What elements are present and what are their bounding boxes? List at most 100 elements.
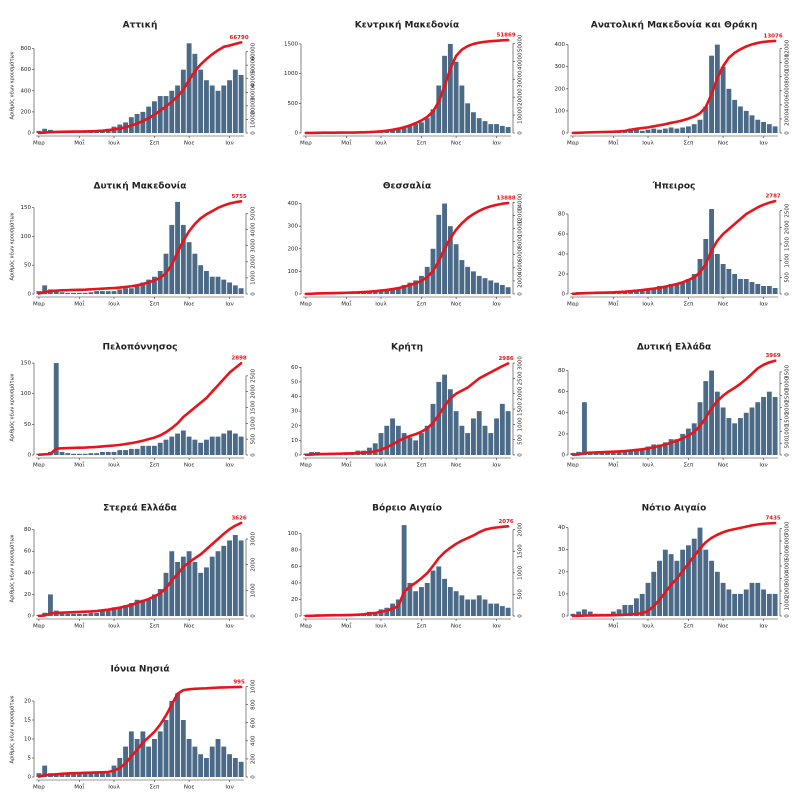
y-tick-label: 100 bbox=[21, 234, 32, 240]
bar bbox=[424, 425, 430, 455]
bar bbox=[134, 285, 140, 294]
bar bbox=[157, 442, 163, 455]
x-tick-label: Μαΐ bbox=[341, 622, 351, 630]
bar bbox=[686, 428, 691, 455]
bar bbox=[65, 453, 71, 455]
bar bbox=[488, 433, 494, 455]
bar bbox=[657, 444, 662, 455]
y2-tick-label: 0 bbox=[785, 292, 791, 296]
bar bbox=[755, 284, 761, 294]
bar bbox=[766, 124, 772, 133]
bar bbox=[605, 452, 610, 455]
y2-tick-label: 30000 bbox=[251, 83, 257, 101]
x-tick-label: Σεπ bbox=[150, 141, 160, 147]
bar bbox=[482, 278, 488, 294]
x-tick-label: Μαρ bbox=[300, 141, 312, 147]
x-tick-label: Νοε bbox=[451, 302, 461, 308]
y-tick-label: 80 bbox=[291, 547, 298, 553]
bar bbox=[482, 599, 488, 616]
bar bbox=[163, 439, 169, 455]
x-tick-label: Ιαν bbox=[225, 302, 233, 308]
bar bbox=[494, 124, 499, 133]
bar bbox=[651, 289, 657, 294]
y2-tick-label: 200 bbox=[251, 753, 257, 764]
bar bbox=[65, 613, 71, 616]
bar bbox=[471, 112, 476, 133]
y-axis-label: Αριθμός νέων κρουσμάτων bbox=[9, 51, 16, 119]
chart-title: Στερεά Ελλάδα bbox=[103, 504, 177, 514]
bar bbox=[378, 433, 384, 455]
bar bbox=[476, 595, 482, 616]
bar bbox=[209, 436, 215, 455]
bar bbox=[215, 436, 221, 455]
bar bbox=[100, 773, 105, 777]
bar bbox=[657, 129, 662, 133]
y2-tick-label: 4000 bbox=[251, 222, 257, 236]
x-tick-label: Μαΐ bbox=[341, 139, 351, 147]
x-tick-label: Ιαν bbox=[759, 141, 767, 147]
y2-tick-label: 0 bbox=[251, 614, 257, 618]
bar bbox=[413, 280, 419, 294]
y2-tick-label: 0 bbox=[518, 614, 524, 618]
bar bbox=[407, 582, 413, 616]
bar bbox=[476, 118, 482, 133]
bar bbox=[766, 286, 772, 294]
y-tick-label: 80 bbox=[558, 212, 565, 218]
bar bbox=[674, 284, 680, 294]
end-label: 13888 bbox=[497, 196, 516, 202]
x-tick-label: Νοε bbox=[451, 463, 461, 469]
bar bbox=[204, 439, 209, 455]
x-tick-label: Νοε bbox=[451, 141, 461, 147]
bar bbox=[71, 613, 76, 616]
bar bbox=[169, 701, 175, 777]
y2-tick-label: 10000 bbox=[251, 110, 257, 128]
bar bbox=[430, 570, 436, 616]
y-tick-label: 10 bbox=[291, 438, 298, 444]
bar bbox=[169, 90, 175, 133]
bar bbox=[76, 453, 82, 455]
x-tick-label: Μαρ bbox=[33, 302, 45, 308]
bar bbox=[163, 96, 169, 133]
bar bbox=[175, 201, 180, 294]
bar bbox=[175, 693, 180, 777]
bar bbox=[593, 452, 599, 455]
bar bbox=[204, 270, 209, 294]
bar bbox=[430, 109, 436, 133]
bar bbox=[582, 402, 587, 455]
bar bbox=[772, 288, 778, 294]
y2-tick-label: 2000 bbox=[518, 386, 524, 400]
bar bbox=[599, 452, 605, 455]
x-tick-label: Μαΐ bbox=[608, 139, 618, 147]
bar bbox=[668, 284, 674, 294]
bar bbox=[419, 275, 424, 294]
x-tick-label: Ιουλ bbox=[108, 463, 120, 469]
x-tick-label: Μαΐ bbox=[74, 622, 84, 630]
bar bbox=[628, 604, 634, 616]
bar bbox=[453, 591, 459, 616]
x-tick-label: Μαΐ bbox=[74, 783, 84, 791]
bar bbox=[42, 285, 48, 294]
bar bbox=[88, 773, 94, 777]
x-tick-label: Σεπ bbox=[684, 302, 694, 308]
bar bbox=[714, 571, 720, 616]
y-tick-label: 200 bbox=[288, 246, 299, 252]
y2-tick-label: 2000 bbox=[251, 557, 257, 571]
bar bbox=[482, 121, 488, 133]
x-tick-label: Νοε bbox=[718, 463, 728, 469]
x-tick-label: Μαρ bbox=[33, 785, 45, 791]
y2-tick-label: 40000 bbox=[518, 52, 524, 70]
bar bbox=[105, 291, 111, 294]
y2-tick-label: 1500 bbox=[518, 544, 524, 558]
y2-tick-label: 3000 bbox=[251, 238, 257, 252]
bar bbox=[726, 269, 732, 294]
bar bbox=[488, 124, 494, 133]
bar bbox=[100, 451, 105, 455]
cumulative-line bbox=[37, 361, 243, 456]
bar bbox=[674, 560, 680, 616]
y-tick-label: 15 bbox=[24, 718, 31, 724]
bar bbox=[755, 582, 761, 616]
bar bbox=[117, 607, 123, 616]
bar bbox=[232, 758, 238, 777]
y-tick-label: 100 bbox=[555, 108, 566, 114]
y2-tick-label: 400 bbox=[251, 735, 257, 746]
